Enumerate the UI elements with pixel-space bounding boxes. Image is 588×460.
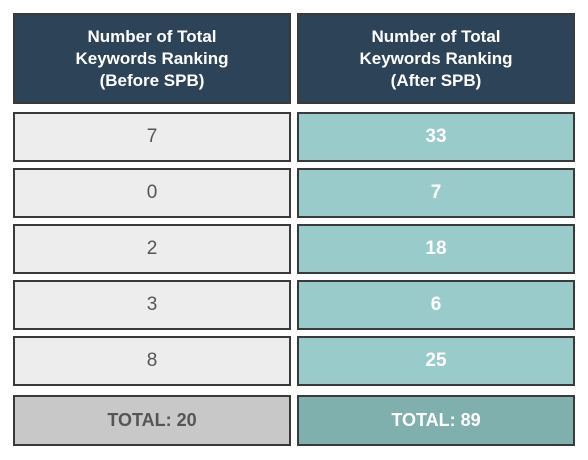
after-cell-2: 7 [297,168,575,218]
after-cell-4: 6 [297,280,575,330]
after-cell-3: 18 [297,224,575,274]
header-after-line-3: (After SPB) [391,70,482,92]
before-cell-4: 3 [13,280,291,330]
header-before-line-1: Number of Total [87,26,216,48]
total-after: TOTAL: 89 [297,395,575,446]
before-cell-1: 7 [13,112,291,162]
total-before: TOTAL: 20 [13,395,291,446]
before-cell-2: 0 [13,168,291,218]
header-before: Number of Total Keywords Ranking (Before… [13,13,291,104]
after-cell-1: 33 [297,112,575,162]
header-after-line-2: Keywords Ranking [359,48,512,70]
header-before-line-2: Keywords Ranking [75,48,228,70]
before-cell-5: 8 [13,336,291,386]
after-cell-5: 25 [297,336,575,386]
before-cell-3: 2 [13,224,291,274]
header-after: Number of Total Keywords Ranking (After … [297,13,575,104]
header-after-line-1: Number of Total [371,26,500,48]
header-before-line-3: (Before SPB) [100,70,205,92]
